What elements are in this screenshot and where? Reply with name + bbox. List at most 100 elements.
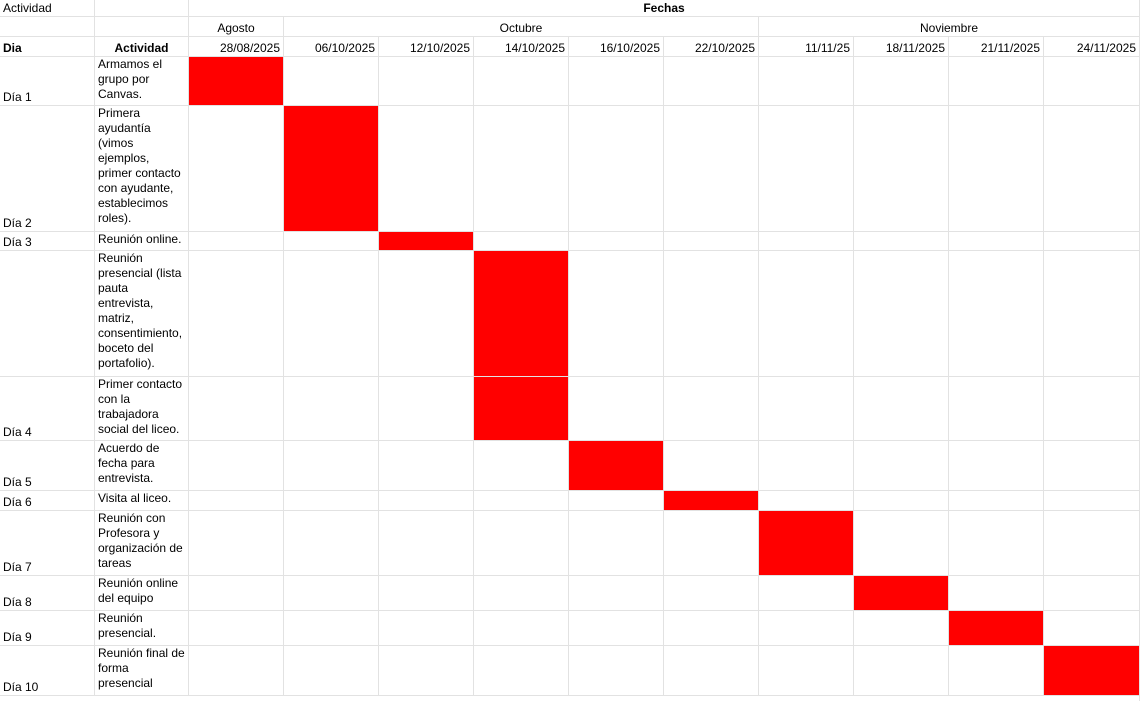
empty-cell xyxy=(189,251,284,377)
date-header-text: 24/11/2025 xyxy=(1076,41,1136,55)
active-cell xyxy=(284,106,379,232)
empty-cell xyxy=(474,646,569,696)
empty-cell xyxy=(284,611,379,646)
month-cell: Octubre xyxy=(284,17,759,37)
date-header-text: 14/10/2025 xyxy=(504,41,565,55)
activity-cell-text: Reunión presencial. xyxy=(98,611,157,640)
activity-cell: Armamos el grupo por Canvas. xyxy=(95,57,189,106)
empty-cell xyxy=(949,232,1044,251)
day-cell: Día 10 xyxy=(0,646,95,696)
activity-cell: Primera ayudantía (vimos ejemplos, prime… xyxy=(95,106,189,232)
empty-cell xyxy=(759,377,854,441)
title-cell: Fechas xyxy=(189,0,1140,17)
activity-cell-text: Armamos el grupo por Canvas. xyxy=(98,57,163,101)
date-header-text: 18/11/2025 xyxy=(885,41,945,55)
day-cell: Día 9 xyxy=(0,611,95,646)
empty-cell xyxy=(664,232,759,251)
empty-cell xyxy=(1044,232,1140,251)
activity-cell-text: Acuerdo de fecha para entrevista. xyxy=(98,441,160,485)
empty-cell xyxy=(569,511,664,576)
blank-cell xyxy=(0,17,95,37)
activity-cell-text: Reunión online del equipo xyxy=(98,576,179,605)
date-header-text: 28/08/2025 xyxy=(219,41,280,55)
empty-cell xyxy=(569,646,664,696)
day-cell-text: Día 2 xyxy=(3,216,32,230)
day-cell: Día 8 xyxy=(0,576,95,611)
date-header-text: 11/11/25 xyxy=(805,41,850,55)
empty-cell xyxy=(474,232,569,251)
empty-cell xyxy=(1044,251,1140,377)
date-header: 12/10/2025 xyxy=(379,37,474,57)
date-header: 06/10/2025 xyxy=(284,37,379,57)
empty-cell xyxy=(284,576,379,611)
empty-cell xyxy=(379,491,474,511)
empty-cell xyxy=(569,251,664,377)
activity-cell-text: Reunión presencial (lista pauta entrevis… xyxy=(98,251,183,370)
blank-row xyxy=(0,696,1140,701)
date-header: 18/11/2025 xyxy=(854,37,949,57)
empty-cell xyxy=(474,611,569,646)
activity-cell-text: Visita al liceo. xyxy=(98,491,172,505)
empty-cell xyxy=(949,491,1044,511)
date-header: 28/08/2025 xyxy=(189,37,284,57)
empty-cell xyxy=(949,106,1044,232)
date-header-text: 12/10/2025 xyxy=(409,41,470,55)
empty-cell xyxy=(854,57,949,106)
empty-cell xyxy=(379,377,474,441)
empty-cell xyxy=(474,57,569,106)
empty-cell xyxy=(189,491,284,511)
empty-cell xyxy=(379,576,474,611)
empty-cell xyxy=(759,611,854,646)
empty-cell xyxy=(664,57,759,106)
empty-cell xyxy=(759,646,854,696)
empty-cell xyxy=(759,251,854,377)
title-cell-text: Fechas xyxy=(643,1,685,15)
empty-cell xyxy=(1044,611,1140,646)
day-cell-text: Día 10 xyxy=(3,680,39,694)
empty-cell xyxy=(379,106,474,232)
activity-cell: Reunión presencial. xyxy=(95,611,189,646)
active-cell xyxy=(189,57,284,106)
empty-cell xyxy=(569,491,664,511)
date-header: 21/11/2025 xyxy=(949,37,1044,57)
empty-cell xyxy=(759,491,854,511)
empty-cell xyxy=(569,377,664,441)
empty-cell xyxy=(759,232,854,251)
active-cell xyxy=(664,491,759,511)
empty-cell xyxy=(189,377,284,441)
column-header: Dia xyxy=(0,37,95,57)
blank-cell xyxy=(95,0,189,17)
activity-cell-text: Reunión con Profesora y organización de … xyxy=(98,511,183,570)
active-cell xyxy=(949,611,1044,646)
activity-cell-text: Reunión final de forma presencial xyxy=(98,646,185,690)
day-cell-text: Día 1 xyxy=(3,90,32,104)
empty-cell xyxy=(189,576,284,611)
empty-cell xyxy=(569,57,664,106)
day-cell-text: Día 3 xyxy=(3,235,32,249)
day-cell: Día 4 xyxy=(0,377,95,441)
empty-cell xyxy=(664,106,759,232)
empty-cell xyxy=(1044,576,1140,611)
empty-cell xyxy=(284,441,379,491)
empty-cell xyxy=(664,576,759,611)
date-header: 24/11/2025 xyxy=(1044,37,1140,57)
empty-cell xyxy=(189,232,284,251)
corner-cell: Actividad xyxy=(0,0,95,17)
activity-cell: Visita al liceo. xyxy=(95,491,189,511)
empty-cell xyxy=(759,576,854,611)
active-cell xyxy=(759,511,854,576)
day-cell: Día 1 xyxy=(0,57,95,106)
empty-cell xyxy=(189,611,284,646)
corner-cell-text: Actividad xyxy=(3,1,52,15)
empty-cell xyxy=(949,377,1044,441)
empty-cell xyxy=(474,576,569,611)
date-header-text: 22/10/2025 xyxy=(694,41,755,55)
empty-cell xyxy=(284,646,379,696)
date-header: 16/10/2025 xyxy=(569,37,664,57)
column-header-text: Actividad xyxy=(114,41,169,55)
day-cell: Día 3 xyxy=(0,232,95,251)
empty-cell xyxy=(759,57,854,106)
day-cell: Día 5 xyxy=(0,441,95,491)
active-cell xyxy=(1044,646,1140,696)
